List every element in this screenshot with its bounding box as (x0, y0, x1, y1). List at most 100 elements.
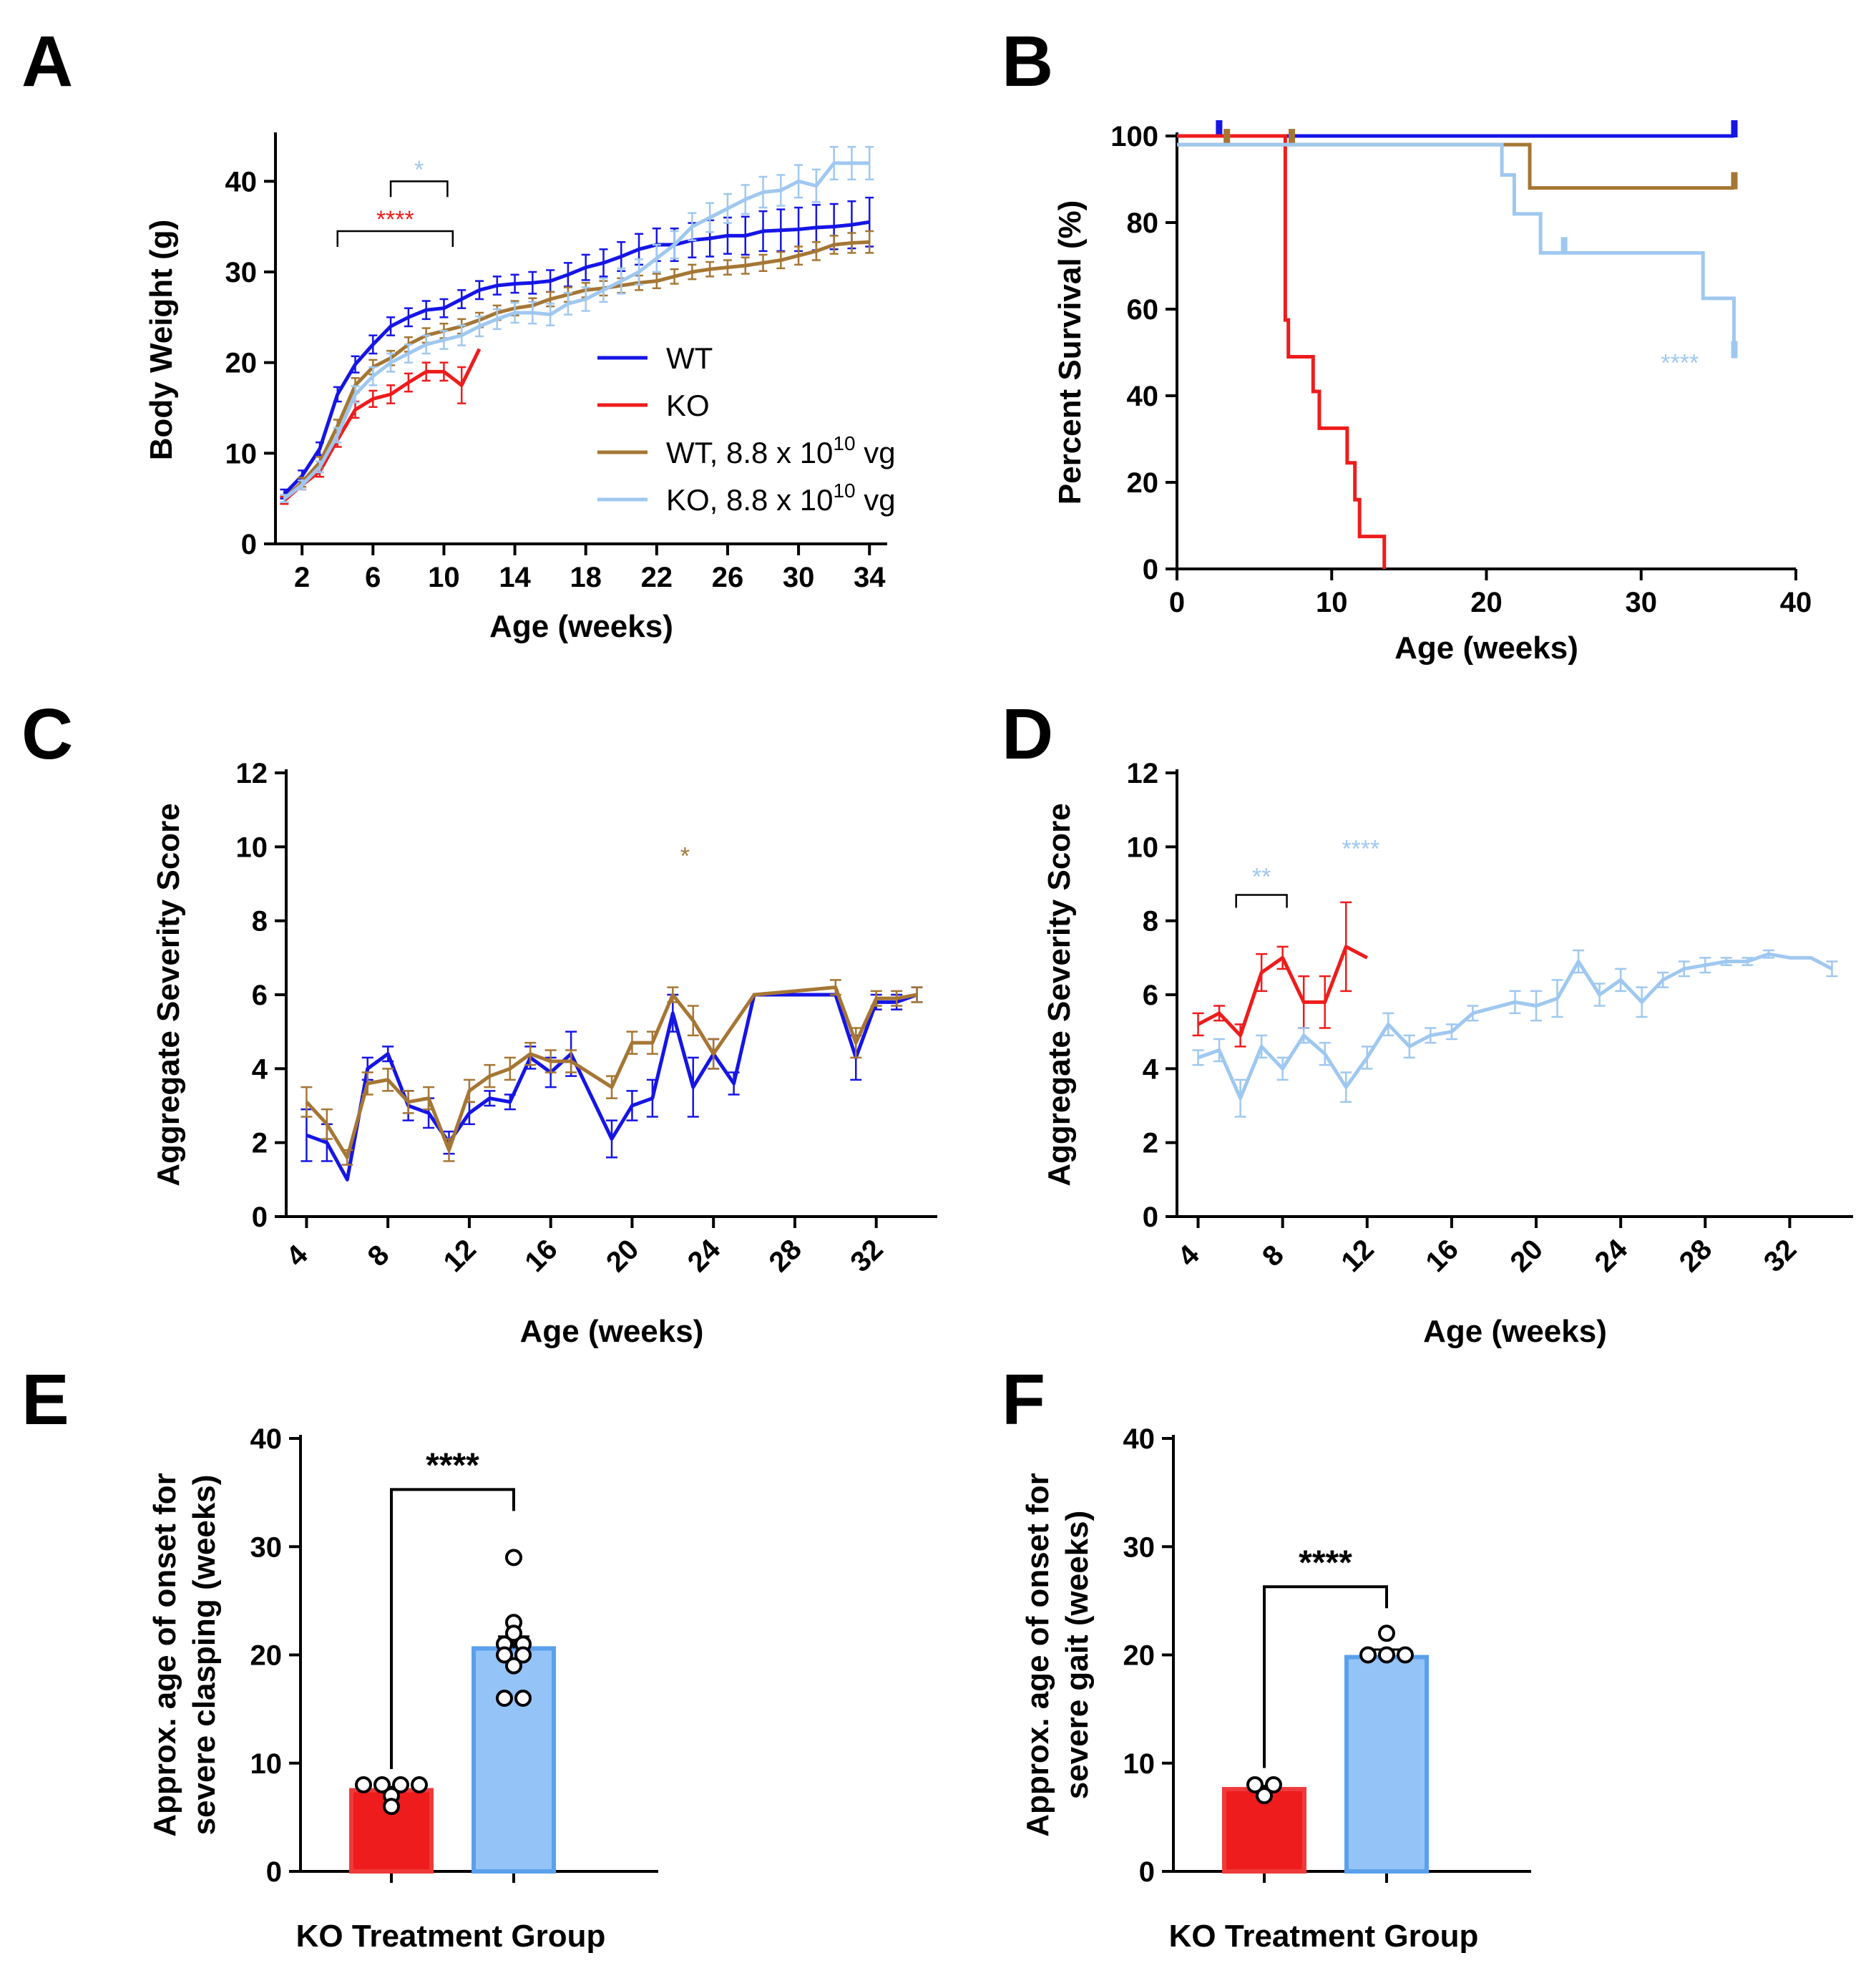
bar-group (1344, 1624, 1429, 1883)
x-tick-label: 8 (1256, 1239, 1290, 1272)
legend-entry: KO, 8.8 x 1010 vg (666, 479, 896, 517)
significance-label: **** (1661, 350, 1699, 377)
data-point (392, 1776, 409, 1793)
data-point (496, 1646, 513, 1664)
x-tick-label: 28 (1674, 1234, 1719, 1279)
legend-entry: WT (666, 341, 713, 375)
y-tick-label: 2 (1143, 1128, 1158, 1159)
survival-step-line (1177, 142, 1736, 357)
censor-tick (1289, 129, 1296, 147)
y-axis-title: Approx. age of onset for (147, 1473, 182, 1836)
x-tick-label: 12 (437, 1234, 482, 1279)
data-point (505, 1549, 522, 1567)
x-tick-label: 0 (1169, 587, 1185, 618)
y-axis-title: severe clasping (weeks) (187, 1475, 222, 1836)
survival-step-line (1177, 142, 1734, 190)
y-tick-label: 10 (1123, 1748, 1156, 1780)
x-tick-label: 32 (844, 1234, 889, 1279)
x-axis-title: KO Treatment Group (1169, 1919, 1479, 1954)
censor-tick (1731, 120, 1738, 137)
y-tick-label: 4 (252, 1053, 268, 1085)
x-axis-title: Age (weeks) (1394, 630, 1578, 666)
x-tick-label: 2 (294, 562, 310, 593)
x-tick-label: 4 (1172, 1239, 1206, 1272)
y-tick-label: 6 (1143, 980, 1158, 1011)
panel-letter: B (1002, 21, 1053, 102)
survival-step-line (1177, 134, 1387, 569)
y-tick-label: 40 (250, 1423, 283, 1455)
y-tick-label: 0 (241, 529, 257, 560)
y-tick-label: 60 (1127, 294, 1159, 326)
series-line (283, 161, 870, 500)
data-point (1246, 1776, 1264, 1793)
y-tick-label: 0 (252, 1202, 268, 1233)
y-axis-title: severe gait (weeks) (1060, 1511, 1095, 1800)
survival-curve-ko (1177, 134, 1387, 569)
x-tick-label: 10 (1316, 587, 1348, 618)
censor-tick (1223, 129, 1231, 147)
series-line (283, 240, 870, 500)
y-tick-label: 0 (1139, 1856, 1155, 1888)
series-line (305, 985, 918, 1159)
y-tick-label: 12 (1127, 758, 1159, 789)
x-tick-label: 30 (783, 562, 815, 593)
data-point (1359, 1646, 1377, 1664)
x-tick-label: 18 (570, 562, 602, 593)
y-tick-label: 0 (1143, 554, 1158, 585)
x-tick-label: 40 (1780, 587, 1812, 618)
censor-tick (1560, 237, 1568, 255)
x-tick-label: 20 (600, 1234, 645, 1279)
x-tick-label: 6 (365, 562, 381, 593)
y-tick-label: 30 (225, 257, 258, 288)
series-ko (1192, 901, 1368, 1048)
bar (472, 1646, 556, 1874)
x-tick-label: 26 (712, 562, 744, 593)
y-tick-label: 6 (252, 980, 268, 1011)
x-tick-label: 16 (519, 1234, 564, 1279)
legend-entry: WT, 8.8 x 1010 vg (666, 432, 896, 469)
significance-label: **** (1342, 835, 1379, 862)
significance-bracket (1235, 894, 1288, 908)
y-tick-label: 20 (1123, 1640, 1156, 1672)
y-tick-label: 2 (252, 1128, 268, 1159)
y-tick-label: 10 (236, 832, 268, 863)
y-tick-label: 0 (266, 1856, 282, 1888)
bar-group (472, 1549, 556, 1883)
significance-bracket (336, 230, 454, 247)
data-point (514, 1690, 532, 1707)
censor-tick (1216, 120, 1223, 137)
panel-letter: F (1002, 1360, 1045, 1440)
x-tick-label: 20 (1470, 587, 1503, 618)
panel-b-survival-chart: B 0 20 40 60 80 100 0 10 20 30 40 Age (weeks) Percent… (1002, 21, 1812, 666)
x-axis-title: Age (weeks) (520, 1314, 704, 1349)
y-tick-label: 20 (225, 348, 258, 379)
x-axis-title: Age (weeks) (489, 609, 673, 644)
x-tick-label: 28 (763, 1234, 808, 1279)
series-wt (280, 196, 874, 500)
censor-tick (1731, 341, 1738, 359)
data-point (1265, 1776, 1282, 1793)
y-axis-title: Approx. age of onset for (1020, 1473, 1055, 1836)
y-tick-label: 40 (225, 166, 258, 198)
series-wt-8-8-x-10-10-vg (301, 979, 923, 1166)
series-line (1197, 945, 1368, 1038)
censor-tick (1731, 172, 1738, 190)
x-tick-label: 16 (1420, 1234, 1465, 1279)
y-tick-label: 10 (1127, 832, 1159, 863)
significance-bracket (1263, 1585, 1388, 1768)
data-point (514, 1646, 532, 1664)
x-tick-label: 24 (1589, 1233, 1634, 1278)
significance-label: ** (1252, 864, 1271, 891)
bar (1344, 1655, 1429, 1874)
significance-bracket (389, 180, 449, 198)
significance-bracket (390, 1488, 515, 1770)
series-line (283, 348, 482, 502)
y-tick-label: 20 (1127, 467, 1159, 499)
bar-group (1222, 1776, 1306, 1883)
data-point (1397, 1646, 1414, 1664)
data-point (373, 1776, 391, 1793)
